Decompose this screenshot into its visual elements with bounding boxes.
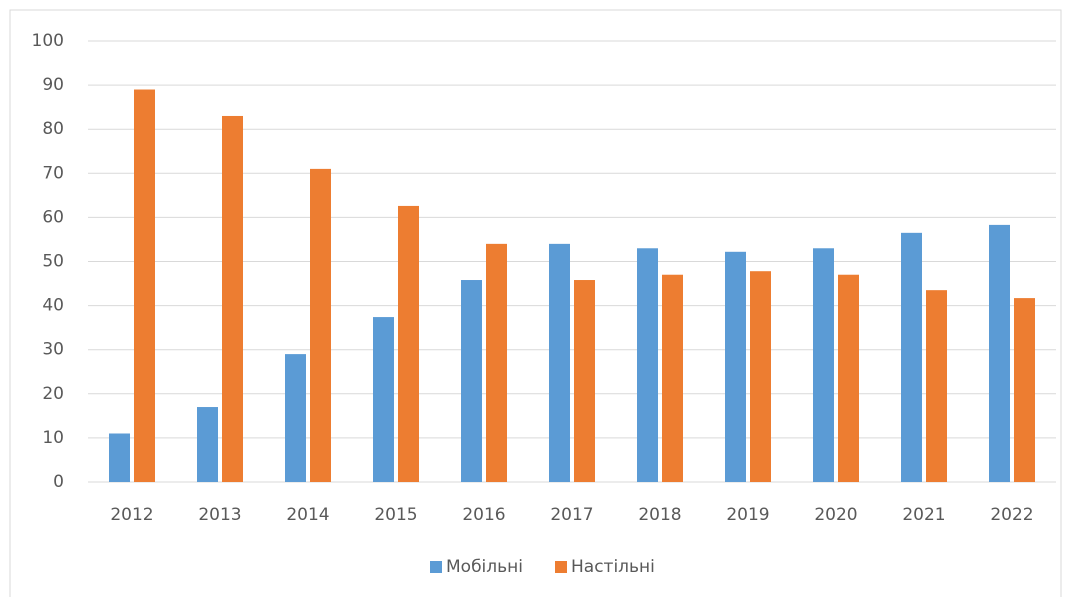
x-tick-label: 2017 bbox=[550, 505, 593, 525]
x-tick-label: 2020 bbox=[814, 505, 857, 525]
bar bbox=[901, 232, 922, 482]
y-tick-label: 70 bbox=[42, 163, 64, 183]
bar bbox=[725, 251, 746, 482]
chart-frame bbox=[9, 9, 1062, 597]
x-tick-label: 2014 bbox=[286, 505, 329, 525]
bar bbox=[486, 243, 507, 482]
legend-swatch bbox=[555, 561, 567, 573]
x-tick-label: 2015 bbox=[374, 505, 417, 525]
bar bbox=[1014, 298, 1035, 482]
bar bbox=[549, 243, 570, 482]
y-tick-label: 60 bbox=[42, 207, 64, 227]
bar bbox=[197, 407, 218, 482]
x-tick-label: 2013 bbox=[198, 505, 241, 525]
x-tick-label: 2019 bbox=[726, 505, 769, 525]
bar bbox=[109, 433, 130, 482]
bar bbox=[134, 89, 155, 482]
x-tick-label: 2016 bbox=[462, 505, 505, 525]
x-tick-label: 2012 bbox=[110, 505, 153, 525]
legend-label: Настільні bbox=[571, 557, 655, 577]
bar bbox=[662, 274, 683, 482]
y-tick-label: 50 bbox=[42, 252, 64, 272]
bar bbox=[461, 280, 482, 482]
y-tick-label: 80 bbox=[42, 119, 64, 139]
y-tick-label: 0 bbox=[53, 472, 64, 492]
x-tick-label: 2022 bbox=[990, 505, 1033, 525]
bar bbox=[750, 271, 771, 482]
legend-label: Мобільні bbox=[446, 557, 523, 577]
x-tick-label: 2021 bbox=[902, 505, 945, 525]
bar bbox=[838, 274, 859, 482]
y-tick-label: 20 bbox=[42, 384, 64, 404]
bar bbox=[813, 248, 834, 482]
bar bbox=[222, 115, 243, 482]
y-tick-label: 90 bbox=[42, 75, 64, 95]
bar bbox=[574, 280, 595, 482]
y-tick-label: 40 bbox=[42, 296, 64, 316]
bar bbox=[398, 205, 419, 482]
y-tick-label: 10 bbox=[42, 428, 64, 448]
x-tick-label: 2018 bbox=[638, 505, 681, 525]
bar bbox=[637, 248, 658, 482]
y-tick-label: 30 bbox=[42, 340, 64, 360]
bar bbox=[989, 224, 1010, 482]
legend-swatch bbox=[430, 561, 442, 573]
bar bbox=[926, 290, 947, 482]
y-tick-label: 100 bbox=[32, 31, 64, 51]
bar bbox=[373, 317, 394, 482]
bar bbox=[310, 168, 331, 482]
bar bbox=[285, 354, 306, 482]
